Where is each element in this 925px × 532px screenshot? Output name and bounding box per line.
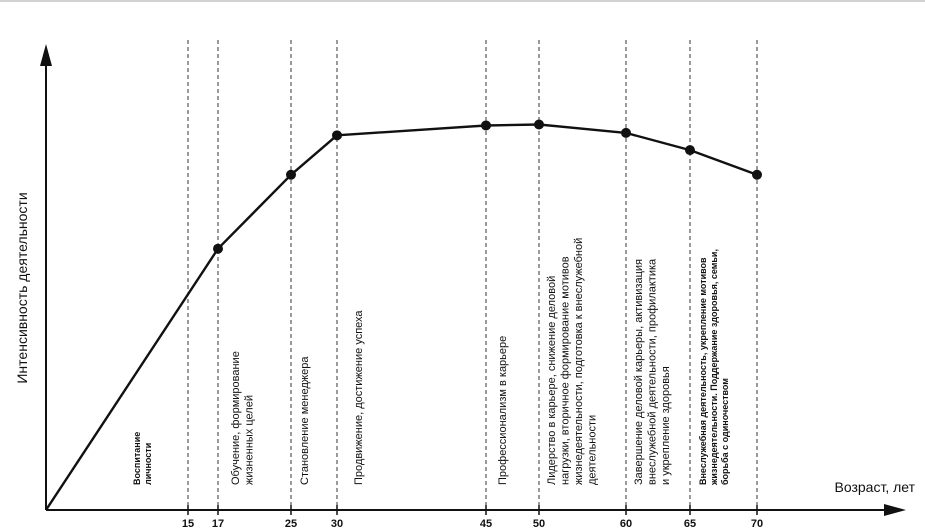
x-tick-label-25: 25	[285, 518, 297, 530]
age-guide-lines	[187, 40, 758, 515]
x-tick-label-30: 30	[331, 518, 343, 530]
phase-label-7: Завершение деловой карьеры, активизация в…	[633, 258, 672, 485]
data-point-65	[685, 145, 695, 156]
x-tick-label-60: 60	[620, 518, 632, 530]
phase-label-2: Обучение, формирование жизненных целей	[230, 351, 256, 485]
data-point-17	[213, 243, 223, 254]
x-tick-label-65: 65	[684, 518, 696, 530]
data-point-50	[534, 119, 544, 130]
x-tick-label-50: 50	[533, 518, 545, 530]
phase-label-line: жизненных целей	[244, 395, 256, 485]
phase-label-3: Становление менеджера	[299, 356, 311, 485]
phase-label-line: и укрепление здоровья	[660, 366, 672, 485]
phase-label-line: Внеслужебная деятельность, укрепление мо…	[698, 257, 708, 485]
phase-label-line: Завершение деловой карьеры, активизация	[633, 259, 645, 485]
x-tick-label-70: 70	[751, 518, 763, 530]
phase-label-line: жизнедеятельности. Поддержание здоровья,…	[709, 249, 719, 486]
phase-labels: Воспитаниеличности Обучение, формирование…	[132, 238, 730, 486]
x-tick-label-15: 15	[182, 518, 194, 530]
phase-label-6: Лидерство в карьере, снижение деловой наг…	[546, 238, 599, 485]
x-axis-label: Возраст, лет	[835, 479, 916, 495]
data-point-45	[481, 120, 491, 131]
x-tick-label-45: 45	[480, 518, 492, 530]
data-points	[213, 119, 762, 254]
data-point-60	[621, 127, 631, 138]
y-axis-arrow-icon	[40, 44, 52, 66]
data-point-30	[332, 130, 342, 141]
axes	[40, 44, 906, 516]
phase-label-1: Воспитаниеличности	[132, 432, 153, 485]
phase-label-5: Профессионализм в карьере	[497, 336, 509, 485]
x-tick-labels: 15 17 25 30 45 50 60 65 70	[182, 518, 763, 530]
phase-label-line: Становление менеджера	[299, 356, 311, 485]
y-axis-label: Интенсивность деятельности	[14, 192, 30, 383]
phase-label-8: Внеслужебная деятельность, укрепление мо…	[698, 249, 730, 486]
phase-label-line: нагрузки, вторичное формирование мотивов	[560, 256, 572, 485]
data-point-70	[752, 169, 762, 180]
phase-label-line: Продвижение, достижение успеха	[353, 310, 365, 485]
phase-label-line: Профессионализм в карьере	[497, 336, 509, 485]
phase-label-line: деятельности	[587, 415, 599, 485]
data-point-25	[286, 169, 296, 180]
phase-label-line: Лидерство в карьере, снижение деловой	[546, 276, 558, 485]
phase-label-line: Воспитание	[132, 432, 142, 485]
phase-label-line: личности	[143, 443, 153, 485]
phase-label-line: Обучение, формирование	[230, 351, 242, 485]
x-tick-label-17: 17	[212, 518, 224, 530]
x-axis-arrow-icon	[884, 504, 906, 516]
phase-label-line: жизнедеятельности, подготовка к внеслуже…	[573, 238, 585, 485]
phase-label-line: борьба с одиночеством	[720, 378, 730, 485]
phase-label-4: Продвижение, достижение успеха	[353, 310, 365, 485]
phase-label-line: внеслужебной деятельности, профилактика	[647, 258, 659, 485]
